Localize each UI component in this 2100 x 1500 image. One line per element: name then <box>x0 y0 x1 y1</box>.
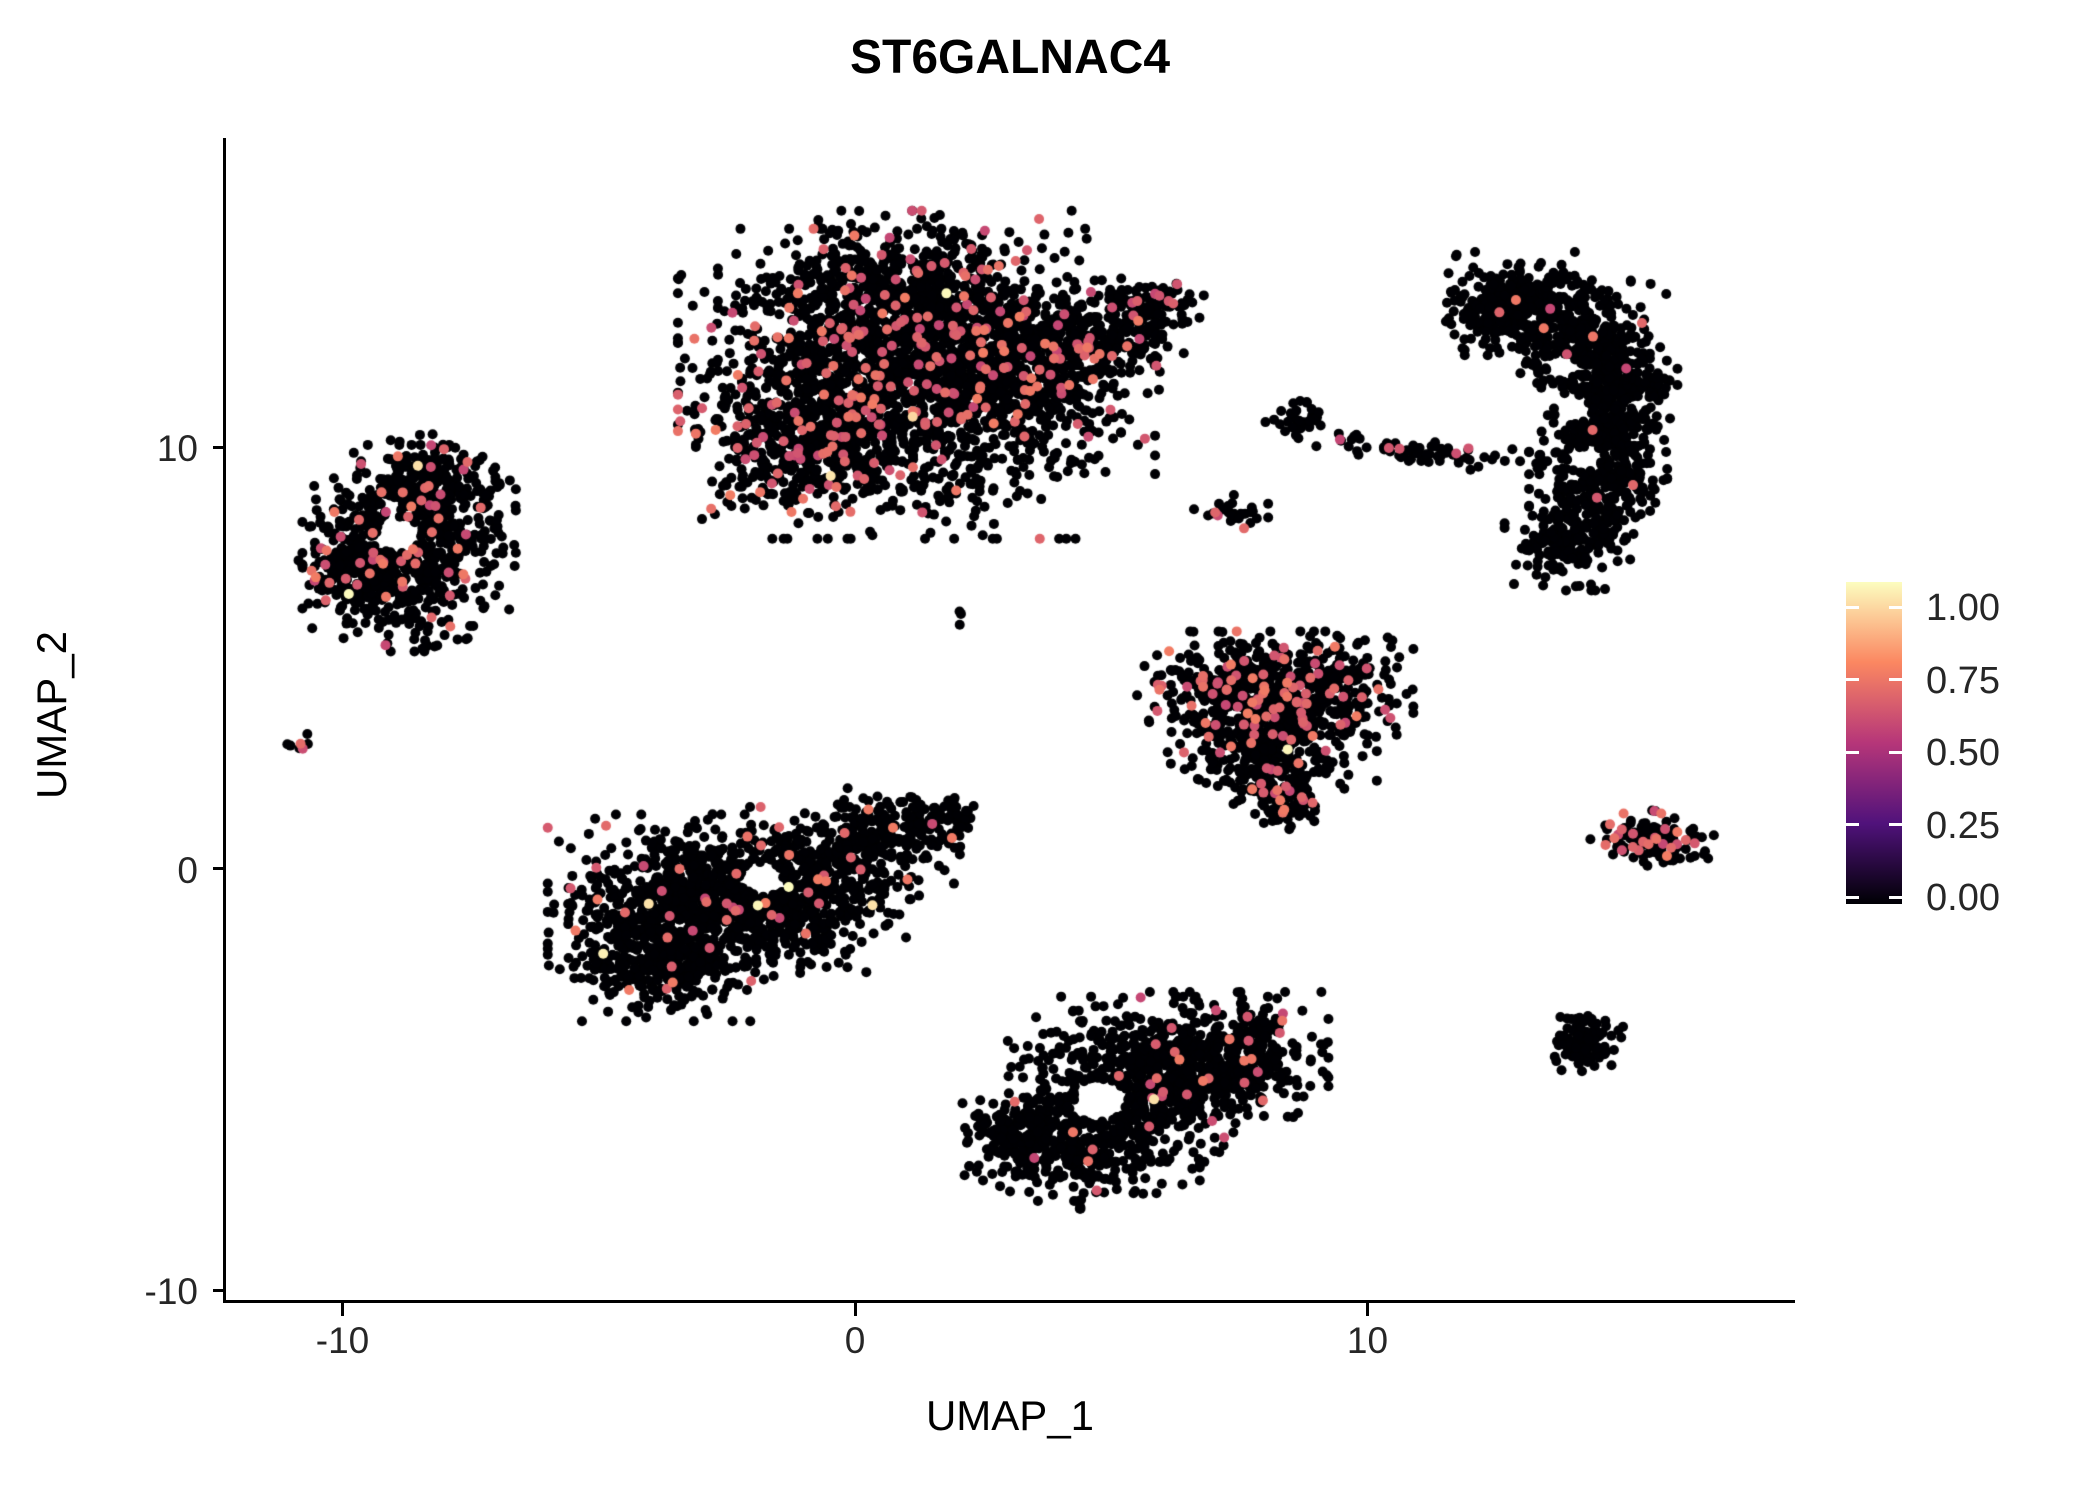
legend-tick-mark <box>1889 823 1902 826</box>
legend-tick-label: 0.25 <box>1926 804 2000 847</box>
legend-tick-label: 0.00 <box>1926 877 2000 919</box>
y-axis-tick-label: 0 <box>177 849 198 891</box>
y-axis-tick-mark <box>213 1288 226 1292</box>
legend-tick-label: 0.75 <box>1926 659 2000 702</box>
x-axis-tick-label: 0 <box>844 1320 866 1361</box>
x-axis-tick-label: -10 <box>315 1320 370 1361</box>
legend-colorbar <box>1846 582 1902 904</box>
y-axis-tick-mark <box>213 867 226 870</box>
legend-tick-mark <box>1889 895 1902 899</box>
x-axis-title: UMAP_1 <box>925 1392 1095 1439</box>
legend-tick-mark <box>1889 678 1902 681</box>
legend-tick-mark <box>1846 678 1859 681</box>
legend-tick-mark <box>1846 750 1859 754</box>
y-axis-tick-label: 10 <box>156 428 198 469</box>
x-axis-tick-label: 10 <box>1346 1320 1389 1361</box>
plot-title: ST6GALNAC4 <box>849 31 1171 84</box>
legend-tick-mark <box>1846 605 1859 609</box>
legend-tick-label: 0.50 <box>1926 732 2000 774</box>
x-axis-tick-mark <box>1366 1303 1369 1316</box>
y-axis-line <box>223 138 226 1303</box>
y-axis-tick-mark <box>213 445 226 449</box>
y-axis-tick-label: -10 <box>144 1271 198 1312</box>
x-axis-tick-mark <box>853 1303 857 1316</box>
legend-tick-mark <box>1889 750 1902 754</box>
x-axis-line <box>223 1300 1795 1303</box>
legend-tick-mark <box>1889 605 1902 609</box>
x-axis-tick-mark <box>341 1303 344 1316</box>
legend-tick-mark <box>1846 895 1859 899</box>
legend-tick-label: 1.00 <box>1926 587 2000 629</box>
y-axis-title: UMAP_2 <box>28 630 75 800</box>
legend-tick-mark <box>1846 823 1859 826</box>
